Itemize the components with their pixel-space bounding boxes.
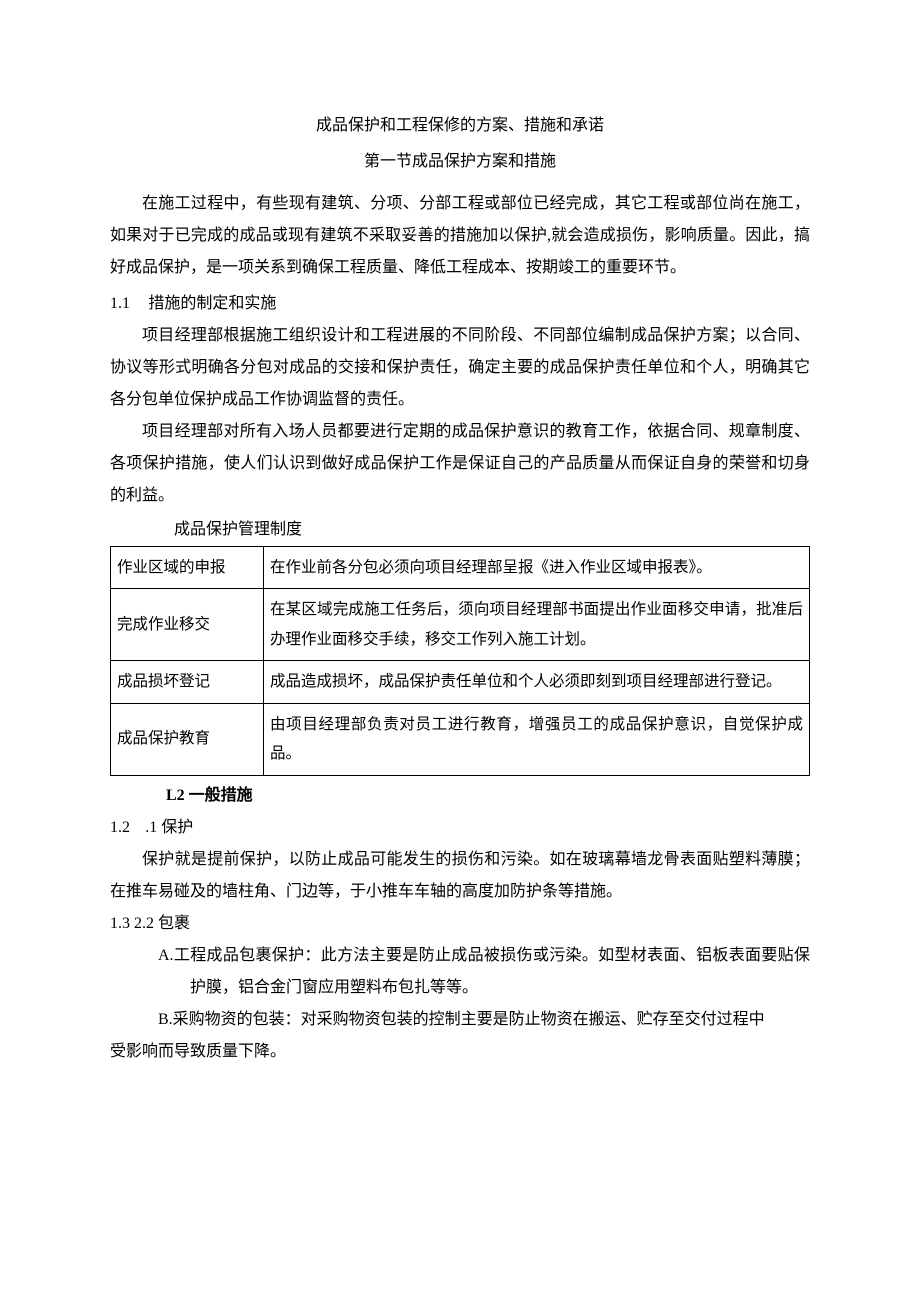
section-label: .1 保护	[145, 819, 193, 836]
section-number: 1.1	[110, 288, 148, 320]
section-1-1-heading: 1.1措施的制定和实施	[110, 288, 810, 320]
table-cell-left: 作业区域的申报	[111, 547, 264, 589]
item-a: A.工程成品包裹保护：此方法主要是防止成品被损伤或污染。如型材表面、铝板表面要贴…	[110, 940, 810, 1004]
section-1-3-heading: 1.3 2.2 包裹	[110, 908, 810, 940]
table-row: 完成作业移交在某区域完成施工任务后，须向项目经理部书面提出作业面移交申请，批准后…	[111, 589, 810, 661]
table-cell-right: 由项目经理部负责对员工进行教育，增强员工的成品保护意识，自觉保护成品。	[264, 703, 810, 775]
table-row: 成品损坏登记成品造成损坏，成品保护责任单位和个人必须即刻到项目经理部进行登记。	[111, 661, 810, 703]
table-cell-right: 成品造成损坏，成品保护责任单位和个人必须即刻到项目经理部进行登记。	[264, 661, 810, 703]
item-b-line1: B.采购物资的包装：对采购物资包装的控制主要是防止物资在搬运、贮存至交付过程中	[110, 1004, 810, 1036]
table-cell-left: 成品保护教育	[111, 703, 264, 775]
paragraph-1: 项目经理部根据施工组织设计和工程进展的不同阶段、不同部位编制成品保护方案；以合同…	[110, 320, 810, 416]
section-1-2-heading: 1.2.1 保护	[110, 812, 810, 844]
table-cell-left: 完成作业移交	[111, 589, 264, 661]
section-L2-heading: L2 一般措施	[110, 780, 810, 812]
table-row: 作业区域的申报在作业前各分包必须向项目经理部呈报《进入作业区域申报表》。	[111, 547, 810, 589]
table-cell-right: 在作业前各分包必须向项目经理部呈报《进入作业区域申报表》。	[264, 547, 810, 589]
paragraph-2: 项目经理部对所有入场人员都要进行定期的成品保护意识的教育工作，依据合同、规章制度…	[110, 416, 810, 512]
table-caption: 成品保护管理制度	[110, 514, 810, 546]
item-b-line2: 受影响而导致质量下降。	[110, 1036, 810, 1068]
doc-title: 成品保护和工程保修的方案、措施和承诺	[110, 110, 810, 142]
section-label: 措施的制定和实施	[148, 295, 276, 312]
section-number: 1.2	[110, 812, 145, 844]
document-page: 成品保护和工程保修的方案、措施和承诺 第一节成品保护方案和措施 在施工过程中，有…	[0, 0, 920, 1128]
section-L2-label: L2 一般措施	[166, 787, 253, 804]
table-row: 成品保护教育由项目经理部负责对员工进行教育，增强员工的成品保护意识，自觉保护成品…	[111, 703, 810, 775]
doc-subtitle: 第一节成品保护方案和措施	[110, 146, 810, 178]
paragraph-3: 保护就是提前保护，以防止成品可能发生的损伤和污染。如在玻璃幕墙龙骨表面贴塑料薄膜…	[110, 844, 810, 908]
intro-paragraph: 在施工过程中，有些现有建筑、分项、分部工程或部位已经完成，其它工程或部位尚在施工…	[110, 188, 810, 284]
table-cell-right: 在某区域完成施工任务后，须向项目经理部书面提出作业面移交申请，批准后办理作业面移…	[264, 589, 810, 661]
management-table: 作业区域的申报在作业前各分包必须向项目经理部呈报《进入作业区域申报表》。完成作业…	[110, 546, 810, 776]
table-cell-left: 成品损坏登记	[111, 661, 264, 703]
